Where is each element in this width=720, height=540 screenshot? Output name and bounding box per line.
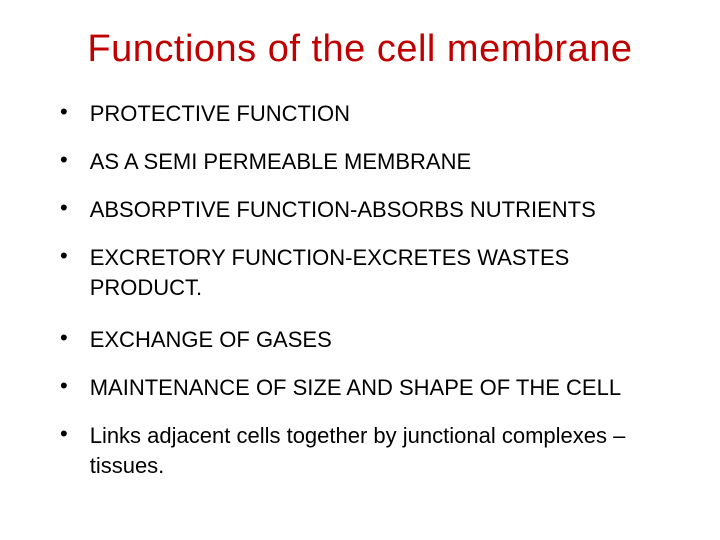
list-item: • PROTECTIVE FUNCTION bbox=[60, 99, 684, 129]
slide-title: Functions of the cell membrane bbox=[36, 28, 684, 71]
list-item-text: ABSORPTIVE FUNCTION-ABSORBS NUTRIENTS bbox=[90, 195, 596, 225]
list-item: • AS A SEMI PERMEABLE MEMBRANE bbox=[60, 147, 684, 177]
bullet-icon: • bbox=[60, 421, 68, 447]
list-item: • MAINTENANCE OF SIZE AND SHAPE OF THE C… bbox=[60, 373, 684, 403]
bullet-icon: • bbox=[60, 325, 68, 351]
list-item: • Links adjacent cells together by junct… bbox=[60, 421, 684, 481]
bullet-icon: • bbox=[60, 147, 68, 173]
list-item-text: Links adjacent cells together by junctio… bbox=[90, 421, 684, 481]
bullet-icon: • bbox=[60, 373, 68, 399]
bullet-icon: • bbox=[60, 243, 68, 269]
list-item-text: PROTECTIVE FUNCTION bbox=[90, 99, 350, 129]
list-item: • EXCHANGE OF GASES bbox=[60, 325, 684, 355]
list-item: • EXCRETORY FUNCTION-EXCRETES WASTES PRO… bbox=[60, 243, 684, 303]
list-item-text: AS A SEMI PERMEABLE MEMBRANE bbox=[90, 147, 471, 177]
list-item-text: EXCRETORY FUNCTION-EXCRETES WASTES PRODU… bbox=[90, 243, 684, 303]
list-item-text: MAINTENANCE OF SIZE AND SHAPE OF THE CEL… bbox=[90, 373, 621, 403]
bullet-list: • PROTECTIVE FUNCTION • AS A SEMI PERMEA… bbox=[36, 99, 684, 481]
bullet-icon: • bbox=[60, 195, 68, 221]
list-item-text: EXCHANGE OF GASES bbox=[90, 325, 332, 355]
list-item: • ABSORPTIVE FUNCTION-ABSORBS NUTRIENTS bbox=[60, 195, 684, 225]
bullet-icon: • bbox=[60, 99, 68, 125]
